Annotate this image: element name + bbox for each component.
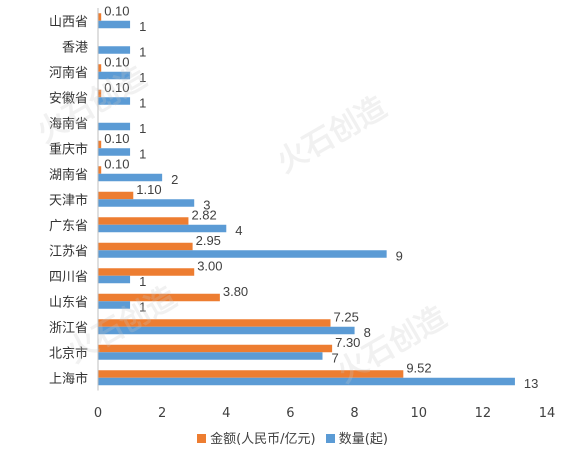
data-label-amount: 1.10 xyxy=(136,182,161,197)
data-label-count: 2 xyxy=(171,172,178,187)
bar-count xyxy=(98,199,195,207)
category-label: 湖南省 xyxy=(49,167,88,183)
bar-count xyxy=(98,301,131,309)
bar-count xyxy=(98,377,515,386)
data-label-amount: 0.10 xyxy=(104,131,129,146)
bar-amount xyxy=(98,140,102,149)
bar-amount xyxy=(98,64,102,72)
data-label-amount: 3.00 xyxy=(197,258,222,273)
legend-label-amount: 金额(人民币/亿元) xyxy=(210,432,316,447)
x-tick-label: 4 xyxy=(222,406,230,421)
bar-amount xyxy=(98,268,195,276)
data-label-count: 8 xyxy=(364,325,371,340)
bar-amount xyxy=(98,242,193,251)
bar-count xyxy=(98,71,131,80)
bar-amount xyxy=(98,344,333,353)
data-label-count: 4 xyxy=(235,223,242,238)
x-tick-label: 8 xyxy=(350,406,358,421)
bar-count xyxy=(98,20,131,29)
data-label-amount: 9.52 xyxy=(406,360,431,375)
category-label: 江苏省 xyxy=(49,243,88,259)
data-label-amount: 2.95 xyxy=(196,233,221,248)
bar-count xyxy=(98,250,387,258)
bar-amount xyxy=(98,319,331,327)
data-label-amount: 0.10 xyxy=(104,156,129,171)
data-labels-group: 0.10 1 1 0.10 1 0.10 1 1 0.10 1 0.10 2 1.10 32.82 4 2.9… xyxy=(104,3,538,391)
category-label: 海南省 xyxy=(49,116,88,132)
data-label-count: 3 xyxy=(203,197,210,212)
category-label: 浙江省 xyxy=(49,321,88,336)
bar-count xyxy=(98,46,131,54)
data-label-count: 1 xyxy=(139,299,146,314)
category-label: 山东省 xyxy=(49,295,88,310)
x-tick-label: 6 xyxy=(286,406,294,421)
data-label-amount: 0.10 xyxy=(104,80,129,95)
category-label: 广东省 xyxy=(49,219,88,234)
bar-amount xyxy=(98,217,189,225)
data-label-count: 1 xyxy=(139,274,146,289)
legend-item-count: 数量(起) xyxy=(325,428,388,447)
category-label: 山西省 xyxy=(49,15,88,30)
x-tick-label: 14 xyxy=(539,406,556,421)
category-label: 四川省 xyxy=(49,270,88,285)
bar-count xyxy=(98,122,131,131)
x-tick-label: 2 xyxy=(158,406,166,421)
category-labels-group: 山西省香港河南省安徽省海南省重庆市湖南省天津市广东省江苏省四川省山东省浙江省北京… xyxy=(49,15,88,387)
data-label-count: 7 xyxy=(332,350,339,365)
data-label-amount: 7.25 xyxy=(334,309,359,324)
bars-group xyxy=(98,13,515,386)
category-label: 香港 xyxy=(62,40,88,55)
category-label: 北京市 xyxy=(49,345,88,361)
data-label-amount: 7.30 xyxy=(335,335,360,350)
bar-amount xyxy=(98,293,220,302)
legend-swatch-amount xyxy=(197,434,207,443)
data-label-count: 1 xyxy=(139,95,146,110)
bar-amount xyxy=(98,166,102,174)
data-label-amount: 0.10 xyxy=(104,3,129,18)
data-label-amount: 3.80 xyxy=(223,284,248,299)
x-tick-label: 12 xyxy=(475,406,492,421)
bar-count xyxy=(98,275,131,284)
category-label: 上海市 xyxy=(49,371,88,387)
data-label-count: 1 xyxy=(139,121,146,136)
data-label-count: 13 xyxy=(524,376,538,391)
data-label-count: 1 xyxy=(139,146,146,161)
category-label: 重庆市 xyxy=(49,141,88,157)
data-label-count: 1 xyxy=(139,19,146,34)
bar-count xyxy=(98,326,355,335)
legend: 金额(人民币/亿元) 数量(起) xyxy=(0,428,585,447)
x-axis-ticks-group: 0 2 4 6 8 10 12 14 xyxy=(94,406,555,421)
data-label-count: 9 xyxy=(396,248,403,263)
bar-count xyxy=(98,97,131,105)
x-tick-label: 0 xyxy=(94,406,102,421)
legend-item-amount: 金额(人民币/亿元) xyxy=(197,428,316,447)
bar-amount xyxy=(98,191,134,200)
data-label-count: 1 xyxy=(139,70,146,85)
bar-amount xyxy=(98,370,404,378)
data-label-amount: 2.82 xyxy=(191,207,216,222)
category-label: 天津市 xyxy=(49,192,88,208)
bar-count xyxy=(98,148,131,156)
bar-count xyxy=(98,352,323,360)
x-tick-label: 10 xyxy=(410,406,427,421)
category-label: 河南省 xyxy=(49,65,88,81)
bar-amount xyxy=(98,13,102,21)
category-label: 安徽省 xyxy=(49,91,88,106)
bar-amount xyxy=(98,89,102,98)
bar-count xyxy=(98,224,227,233)
data-label-count: 1 xyxy=(139,44,146,59)
bar-count xyxy=(98,173,163,182)
legend-swatch-count xyxy=(325,434,335,443)
data-label-amount: 0.10 xyxy=(104,54,129,69)
legend-label-count: 数量(起) xyxy=(338,432,388,447)
